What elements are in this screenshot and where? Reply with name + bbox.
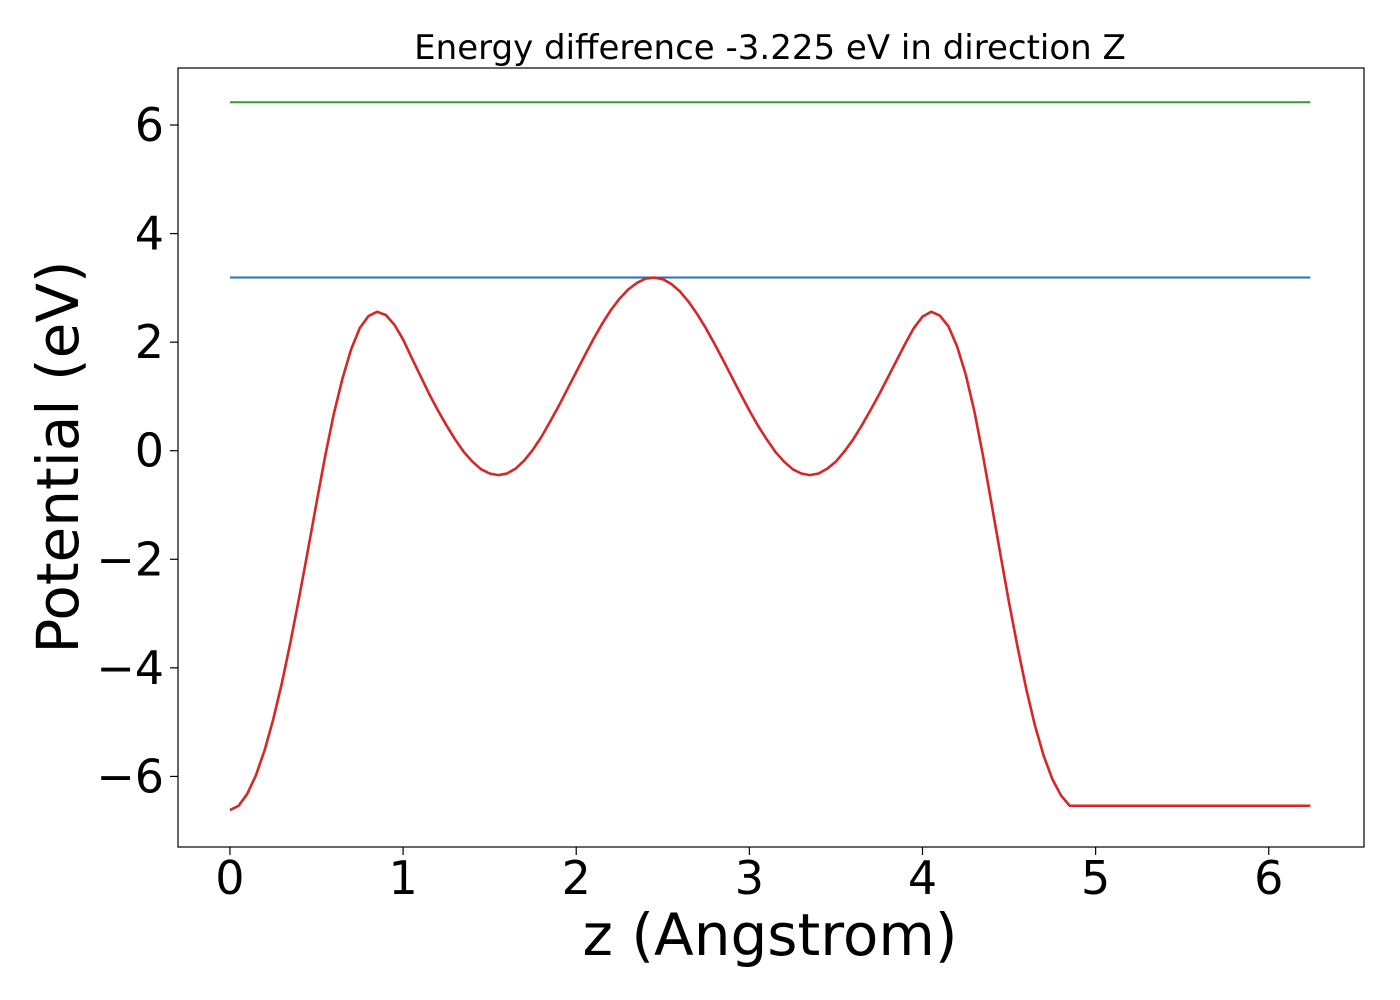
y-axis-ticks: −6 −4 −2 0 2 4 6: [96, 98, 178, 803]
y-tick-label: 4: [135, 207, 164, 261]
y-tick-label: 6: [135, 98, 164, 152]
x-axis-label: z (Angstrom): [583, 901, 958, 969]
x-tick-label: 3: [735, 851, 764, 905]
x-tick-label: 1: [388, 851, 417, 905]
y-tick-label: −6: [96, 749, 164, 803]
x-tick-label: 0: [215, 851, 244, 905]
potential-curve: [229, 276, 1311, 812]
y-tick-label: −2: [96, 532, 164, 586]
x-tick-label: 2: [562, 851, 591, 905]
chart-title: Energy difference -3.225 eV in direction…: [414, 28, 1126, 68]
x-tick-label: 5: [1081, 851, 1110, 905]
x-tick-label: 4: [908, 851, 937, 905]
x-tick-label: 6: [1254, 851, 1283, 905]
y-tick-label: 2: [135, 315, 164, 369]
y-tick-label: −4: [96, 641, 164, 695]
series-group: [229, 101, 1311, 812]
plot-frame: [177, 67, 1365, 848]
x-axis-ticks: 0 1 2 3 4 5 6: [215, 847, 1283, 905]
y-tick-label: 0: [135, 424, 164, 478]
plot-area: [177, 67, 1365, 848]
y-axis-label: Potential (eV): [24, 260, 92, 653]
